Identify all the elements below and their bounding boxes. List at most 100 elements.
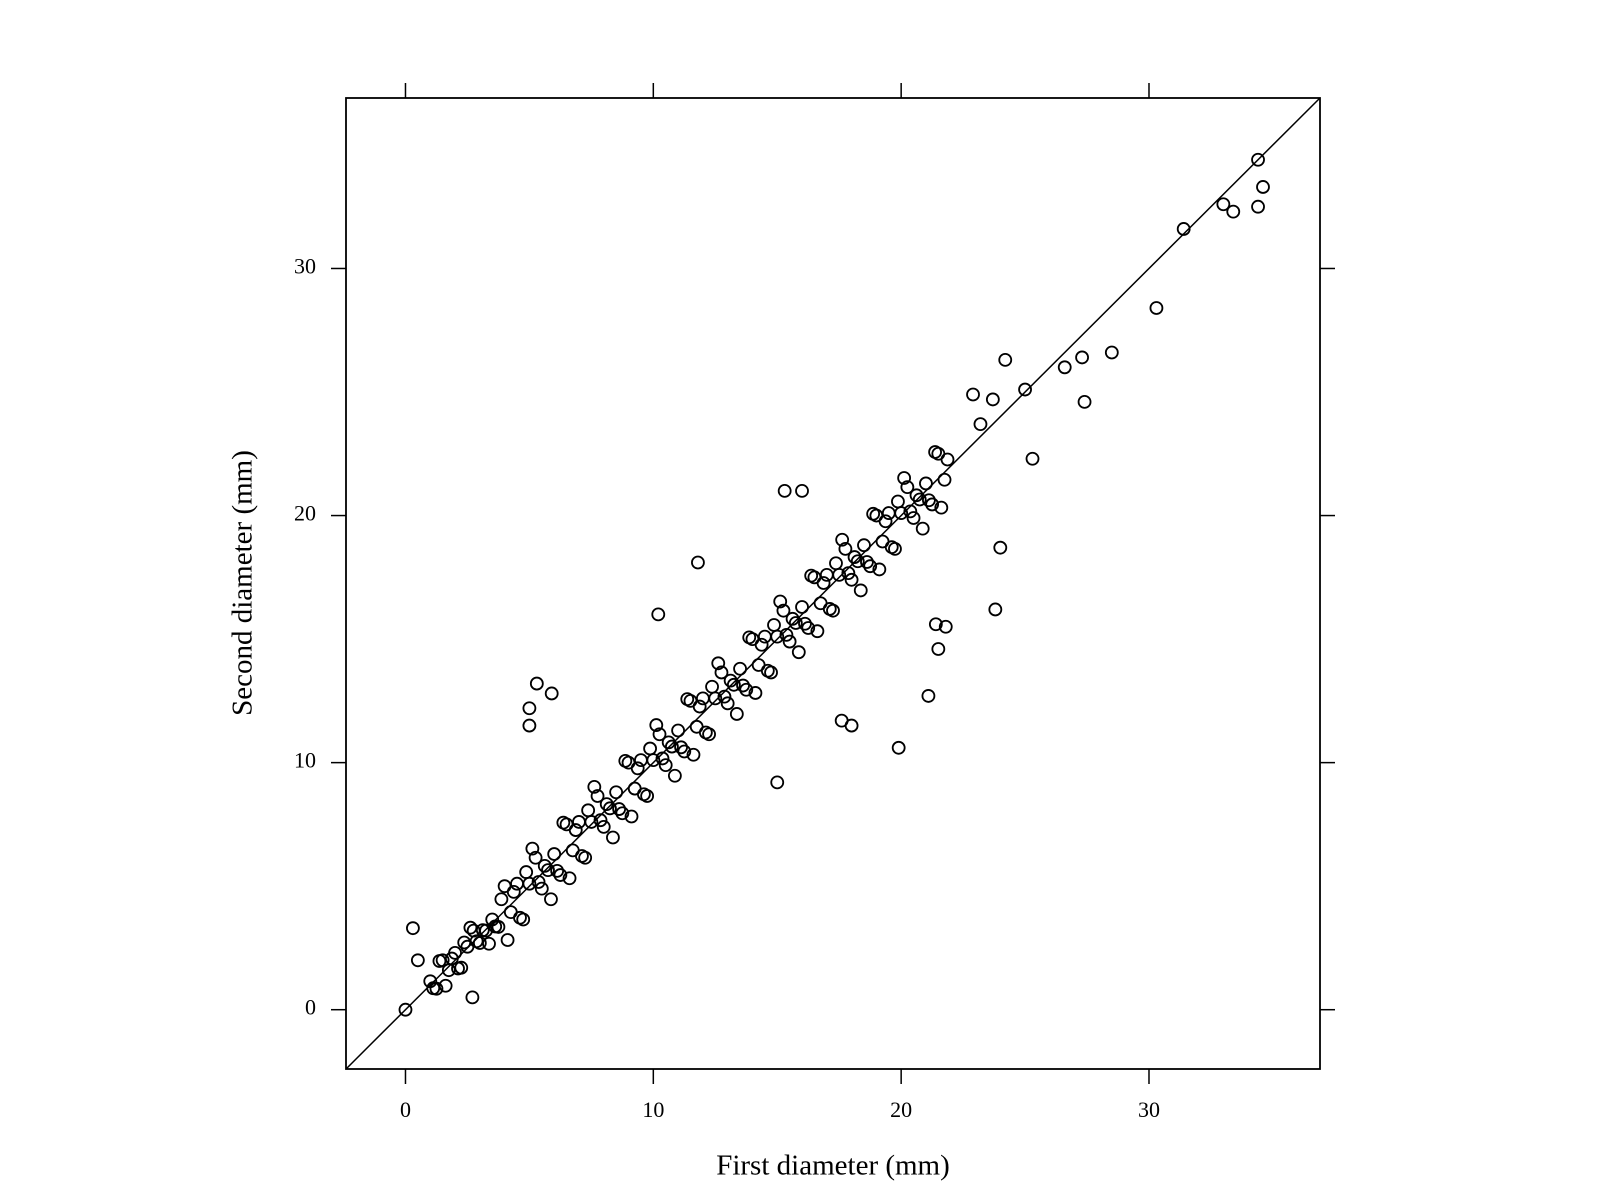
point	[584, 815, 599, 829]
x-tick-label: 20	[890, 1097, 912, 1122]
point	[720, 696, 735, 711]
y-tick-label: 10	[294, 748, 316, 773]
point	[770, 629, 785, 644]
point	[993, 540, 1008, 555]
point	[835, 532, 850, 547]
point	[857, 538, 871, 553]
point	[596, 819, 611, 834]
point	[1216, 197, 1231, 212]
point	[810, 624, 825, 639]
point	[850, 554, 865, 569]
point	[736, 678, 750, 693]
point	[651, 607, 666, 622]
point	[649, 718, 664, 732]
point	[785, 611, 800, 626]
point	[1251, 152, 1265, 167]
point	[729, 707, 744, 721]
x-axis-title: First diameter (mm)	[716, 1150, 950, 1182]
x-tick-label: 30	[1138, 1097, 1160, 1122]
x-tick-label: 0	[400, 1097, 411, 1122]
point	[494, 892, 509, 907]
point	[1025, 451, 1040, 466]
point	[748, 686, 763, 700]
point	[779, 627, 794, 642]
point	[764, 665, 778, 680]
point	[906, 511, 921, 525]
point	[522, 718, 537, 733]
point	[568, 823, 583, 837]
point	[522, 876, 537, 891]
point	[692, 699, 707, 714]
point	[547, 847, 562, 861]
point	[714, 665, 729, 680]
y-tick-label: 0	[305, 995, 316, 1020]
point	[1077, 395, 1092, 409]
point	[919, 476, 933, 491]
point	[931, 642, 946, 656]
point	[553, 868, 568, 882]
point	[834, 713, 849, 728]
y-tick-label: 30	[294, 254, 316, 279]
point	[872, 562, 887, 577]
point	[646, 753, 661, 768]
point	[733, 661, 747, 676]
point	[888, 542, 902, 556]
point	[667, 768, 682, 783]
point	[773, 594, 788, 609]
point	[777, 483, 792, 498]
point	[702, 727, 716, 742]
point	[860, 555, 874, 569]
point	[578, 850, 593, 865]
point	[655, 751, 670, 766]
point	[863, 559, 878, 574]
point	[1018, 382, 1032, 397]
point	[438, 978, 453, 993]
point	[677, 744, 692, 759]
point	[998, 352, 1013, 367]
point	[938, 619, 953, 634]
y-tick-label: 20	[294, 501, 316, 526]
point	[894, 506, 909, 520]
point	[754, 637, 769, 652]
point	[739, 682, 754, 697]
point	[922, 493, 936, 508]
point	[562, 871, 577, 886]
point	[603, 801, 617, 816]
point	[1226, 204, 1241, 219]
point	[615, 806, 630, 821]
point	[429, 981, 444, 996]
point	[1256, 180, 1270, 194]
point	[482, 936, 496, 951]
point	[406, 921, 420, 936]
point	[832, 567, 847, 582]
point	[966, 387, 980, 402]
point	[541, 863, 555, 878]
point	[410, 953, 425, 968]
x-tick-label: 10	[642, 1097, 664, 1122]
point	[472, 936, 487, 950]
point	[491, 920, 506, 934]
point	[500, 933, 515, 947]
point	[609, 785, 624, 800]
point	[909, 488, 924, 503]
point	[606, 830, 620, 845]
point	[853, 583, 868, 598]
point	[1251, 199, 1265, 214]
point	[534, 881, 549, 896]
point	[934, 500, 949, 515]
point	[398, 1002, 413, 1017]
point	[624, 809, 639, 824]
point	[1104, 345, 1119, 360]
point	[940, 452, 955, 467]
point	[776, 603, 791, 618]
point	[900, 480, 915, 495]
point	[593, 813, 608, 828]
plot-area	[346, 98, 1320, 1069]
point	[454, 960, 469, 975]
point	[844, 572, 859, 587]
point	[711, 656, 726, 671]
point	[435, 953, 450, 968]
point	[640, 789, 655, 803]
point	[544, 892, 558, 907]
